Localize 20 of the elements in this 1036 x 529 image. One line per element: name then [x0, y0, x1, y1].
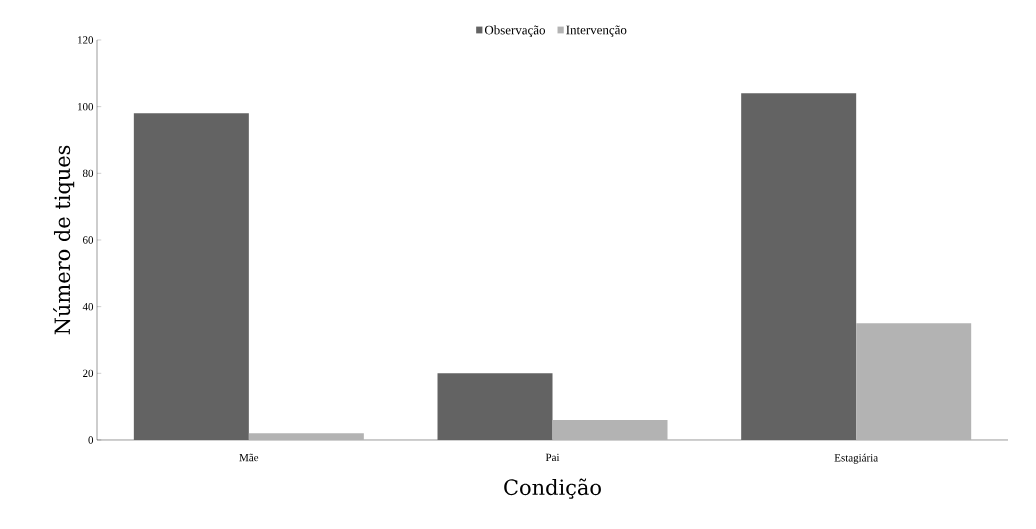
x-tick-label: Mãe [239, 453, 259, 462]
y-axis-title: Número de tiques [53, 145, 75, 335]
x-tick-label: Estagiária [834, 453, 878, 464]
bar [437, 373, 553, 440]
y-tick-label: 20 [83, 369, 94, 378]
bar [133, 113, 249, 440]
y-tick-label: 0 [88, 436, 94, 444]
y-tick-label: 40 [82, 302, 94, 311]
y-tick-label: 60 [83, 236, 94, 244]
bar [552, 419, 668, 440]
legend-label: Observação [484, 25, 546, 38]
x-axis-title: Condição [504, 478, 601, 499]
bar [248, 433, 364, 440]
legend-label: Intervenção [566, 25, 627, 37]
bar [856, 323, 972, 440]
y-tick-label: 80 [82, 169, 94, 178]
y-tick-label: 120 [78, 36, 94, 44]
x-tick-label: Pai [545, 453, 560, 462]
bar [741, 93, 857, 440]
y-tick-label: 100 [78, 102, 94, 111]
